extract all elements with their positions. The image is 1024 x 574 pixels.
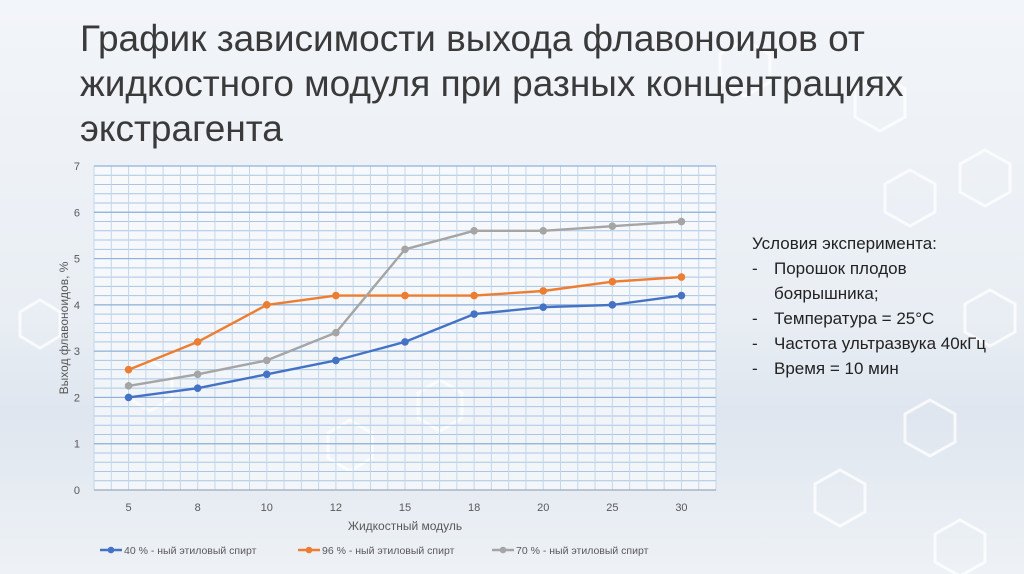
x-tick-label: 15 [399, 502, 411, 514]
condition-item: Порошок плодов боярышника; [752, 256, 1002, 306]
slide-title: График зависимости выхода флавоноидов от… [80, 18, 904, 149]
x-tick-label: 18 [468, 502, 480, 514]
experiment-conditions: Условия эксперимента: Порошок плодов боя… [752, 231, 1002, 381]
legend-label: 40 % - ный этиловый спирт [124, 545, 257, 557]
data-point [193, 384, 202, 392]
x-tick-label: 25 [606, 502, 618, 514]
y-tick-label: 3 [74, 346, 80, 358]
data-point [193, 338, 202, 346]
data-point [470, 310, 478, 318]
data-point [332, 291, 340, 300]
y-axis-title: Выход флавоноидов, % [57, 261, 71, 394]
legend-marker [107, 546, 115, 554]
y-tick-label: 4 [74, 300, 80, 312]
y-tick-label: 7 [74, 161, 80, 173]
x-tick-label: 8 [195, 502, 201, 514]
data-point [401, 291, 409, 300]
data-point [124, 382, 133, 390]
y-tick-label: 6 [74, 207, 80, 219]
data-point [608, 301, 617, 309]
data-point [608, 277, 617, 286]
data-point [470, 291, 478, 300]
data-point [608, 222, 617, 230]
data-point [539, 227, 548, 235]
data-point [262, 370, 271, 379]
x-tick-label: 12 [330, 502, 342, 514]
legend-label: 70 % - ный этиловый спирт [516, 545, 649, 557]
x-tick-label: 20 [537, 502, 549, 514]
legend-marker [305, 546, 313, 554]
data-point [193, 370, 202, 379]
y-tick-label: 5 [74, 254, 80, 266]
legend-marker [499, 546, 507, 554]
y-tick-label: 2 [74, 392, 80, 404]
data-point [539, 287, 548, 295]
x-tick-label: 5 [125, 502, 131, 514]
data-point [332, 328, 340, 337]
y-tick-label: 0 [74, 485, 80, 497]
data-point [124, 393, 133, 402]
x-axis-title: Жидкостный модуль [348, 519, 462, 533]
data-point [470, 227, 478, 235]
condition-item: Частота ультразвука 40кГц [752, 331, 1002, 356]
data-point [539, 303, 548, 311]
conditions-heading: Условия эксперимента: [752, 234, 937, 253]
data-point [677, 217, 686, 226]
data-point [332, 356, 340, 365]
data-point [262, 301, 271, 309]
data-point [677, 273, 686, 281]
x-tick-label: 30 [675, 502, 687, 514]
data-point [677, 291, 686, 300]
x-tick-label: 10 [261, 502, 273, 514]
legend-label: 96 % - ный этиловый спирт [322, 545, 455, 557]
data-point [124, 365, 133, 374]
data-point [401, 245, 409, 254]
conditions-list: Порошок плодов боярышника; Температура =… [752, 256, 1002, 381]
data-point [401, 338, 409, 346]
data-point [262, 356, 271, 365]
condition-item: Время = 10 мин [752, 356, 1002, 381]
condition-item: Температура = 25°С [752, 306, 1002, 331]
y-tick-label: 1 [74, 439, 80, 451]
